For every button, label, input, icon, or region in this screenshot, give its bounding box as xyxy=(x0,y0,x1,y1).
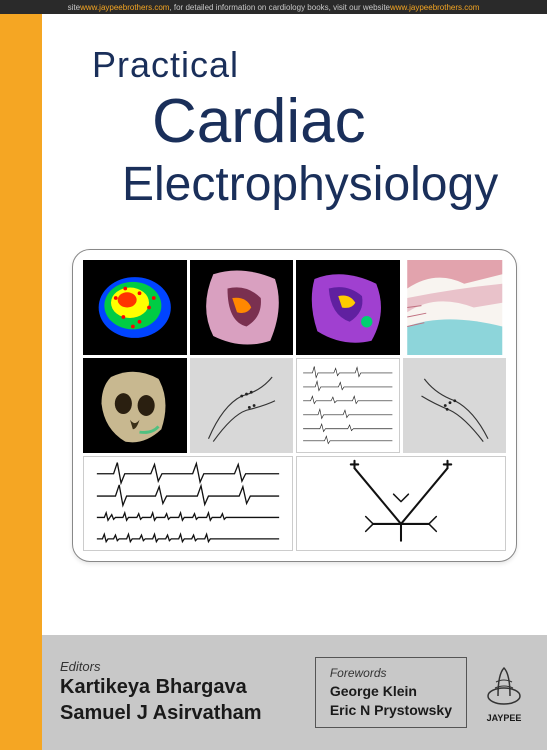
foreword-1: George Klein xyxy=(330,682,452,700)
cell-anatomy-section-2 xyxy=(296,260,400,355)
forewords-box: Forewords George Klein Eric N Prystowsky xyxy=(315,657,467,727)
banner-url-1: www.jaypeebrothers.com xyxy=(80,3,169,12)
cell-fluoroscopy-1 xyxy=(190,358,294,453)
title-block: Practical Cardiac Electrophysiology xyxy=(42,14,547,229)
cell-ladder-diagram xyxy=(296,456,506,551)
editor-2: Samuel J Asirvatham xyxy=(60,700,315,726)
footer-bar: Editors Kartikeya Bhargava Samuel J Asir… xyxy=(42,635,547,750)
publisher-name: JAYPEE xyxy=(479,713,529,723)
title-line-2: Cardiac xyxy=(152,91,527,153)
banner-mid: , for detailed information on cardiology… xyxy=(169,3,390,12)
editor-1: Kartikeya Bhargava xyxy=(60,674,315,700)
cell-anatomy-section-1 xyxy=(190,260,294,355)
cell-surface-ecg xyxy=(83,456,293,551)
editors-block: Editors Kartikeya Bhargava Samuel J Asir… xyxy=(60,659,315,726)
title-line-3: Electrophysiology xyxy=(122,161,527,209)
accent-sidebar xyxy=(0,14,42,750)
promo-banner: site www.jaypeebrothers.com , for detail… xyxy=(0,0,547,14)
cell-3d-electroanatomic-map xyxy=(83,260,187,355)
cell-skull-3d xyxy=(83,358,187,453)
banner-prefix: site xyxy=(68,3,80,12)
banner-url-2: www.jaypeebrothers.com xyxy=(390,3,479,12)
cell-tissue-histology xyxy=(403,260,507,355)
figure-montage xyxy=(72,249,517,562)
cell-fluoroscopy-2 xyxy=(403,358,507,453)
forewords-label: Forewords xyxy=(330,666,452,680)
cell-intracardiac-egm xyxy=(296,358,400,453)
editors-label: Editors xyxy=(60,659,315,674)
title-line-1: Practical xyxy=(92,44,527,86)
foreword-2: Eric N Prystowsky xyxy=(330,701,452,719)
publisher-logo: JAYPEE xyxy=(479,662,529,723)
cover-content: Practical Cardiac Electrophysiology xyxy=(42,14,547,750)
jaypee-logo-icon xyxy=(484,662,524,706)
